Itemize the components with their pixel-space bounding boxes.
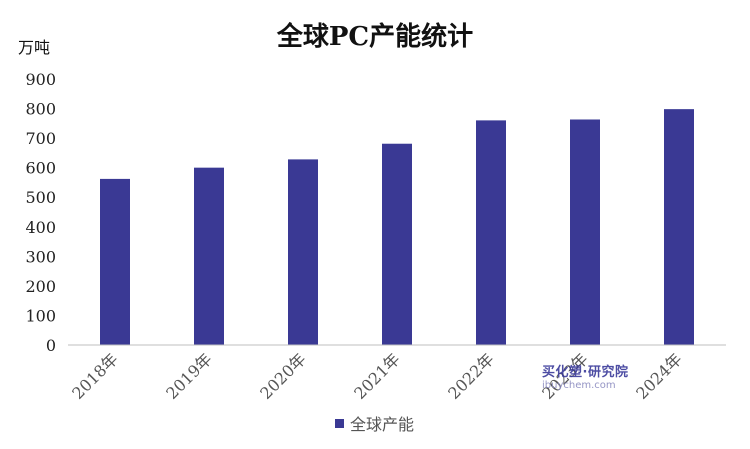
watermark-text: 买化塑·研究院	[542, 365, 629, 380]
bar	[382, 143, 412, 345]
y-axis-unit-label: 万吨	[18, 38, 51, 57]
chart-title: 全球PC产能统计	[276, 22, 474, 52]
y-tick-label: 0	[46, 336, 56, 355]
y-tick-label: 600	[25, 159, 56, 178]
x-tick-label: 2021年	[350, 349, 404, 403]
y-tick-label: 200	[25, 277, 56, 296]
x-tick-label: 2022年	[444, 349, 498, 403]
bar	[570, 119, 600, 345]
x-tick-label: 2020年	[256, 349, 310, 403]
y-tick-label: 700	[25, 129, 56, 148]
bar	[194, 167, 224, 345]
y-tick-label: 300	[25, 247, 56, 266]
watermark-logo: 买化塑·研究院 ibuychem.com	[542, 365, 629, 392]
y-tick-label: 500	[25, 188, 56, 207]
bar	[288, 159, 318, 345]
bar	[476, 120, 506, 345]
legend-swatch	[335, 418, 344, 428]
watermark-url: ibuychem.com	[542, 380, 616, 392]
x-tick-label: 2019年	[162, 349, 216, 403]
x-tick-label: 2024年	[632, 349, 686, 403]
bar	[100, 178, 130, 345]
y-tick-label: 400	[25, 218, 56, 237]
y-tick-label: 900	[25, 70, 56, 89]
x-tick-label: 2018年	[68, 349, 122, 403]
y-tick-label: 800	[25, 100, 56, 119]
legend: 全球产能	[335, 411, 414, 435]
legend-label: 全球产能	[350, 415, 415, 434]
y-tick-label: 100	[25, 306, 56, 325]
bar	[664, 109, 694, 345]
